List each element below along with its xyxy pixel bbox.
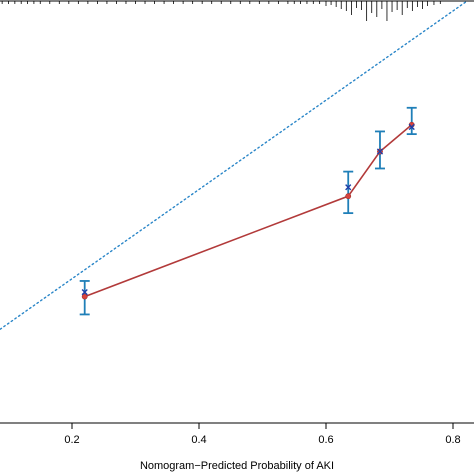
x-tick-label: 0.6 [318,434,333,446]
calibration-point [81,293,88,300]
x-tick-label: 0.2 [64,434,79,446]
error-bars-layer [79,106,417,316]
observed-point [408,123,415,131]
observed-point [376,148,384,155]
observed-point-stroke [345,184,352,191]
observed-point-stroke [408,123,415,131]
observed-point-stroke [376,148,384,155]
error-bar [406,106,417,136]
x-axis: 0.2 0.4 0.6 0.8 [64,423,461,446]
observed-point [345,184,352,191]
calibration-curve [84,124,413,298]
rug-plot [1,1,441,21]
ideal-reference-line [0,1,467,331]
x-axis-title: Nomogram−Predicted Probability of AKI [140,460,334,472]
x-tick-label: 0.4 [191,434,206,446]
error-bar [343,170,354,215]
ideal-line-layer [0,1,467,331]
observed-point-stroke [81,289,88,296]
points-layer [81,121,415,300]
calibration-curve-layer [84,124,413,298]
observed-point [81,289,88,296]
calibration-point [345,193,352,200]
x-tick-label: 0.8 [445,434,460,446]
